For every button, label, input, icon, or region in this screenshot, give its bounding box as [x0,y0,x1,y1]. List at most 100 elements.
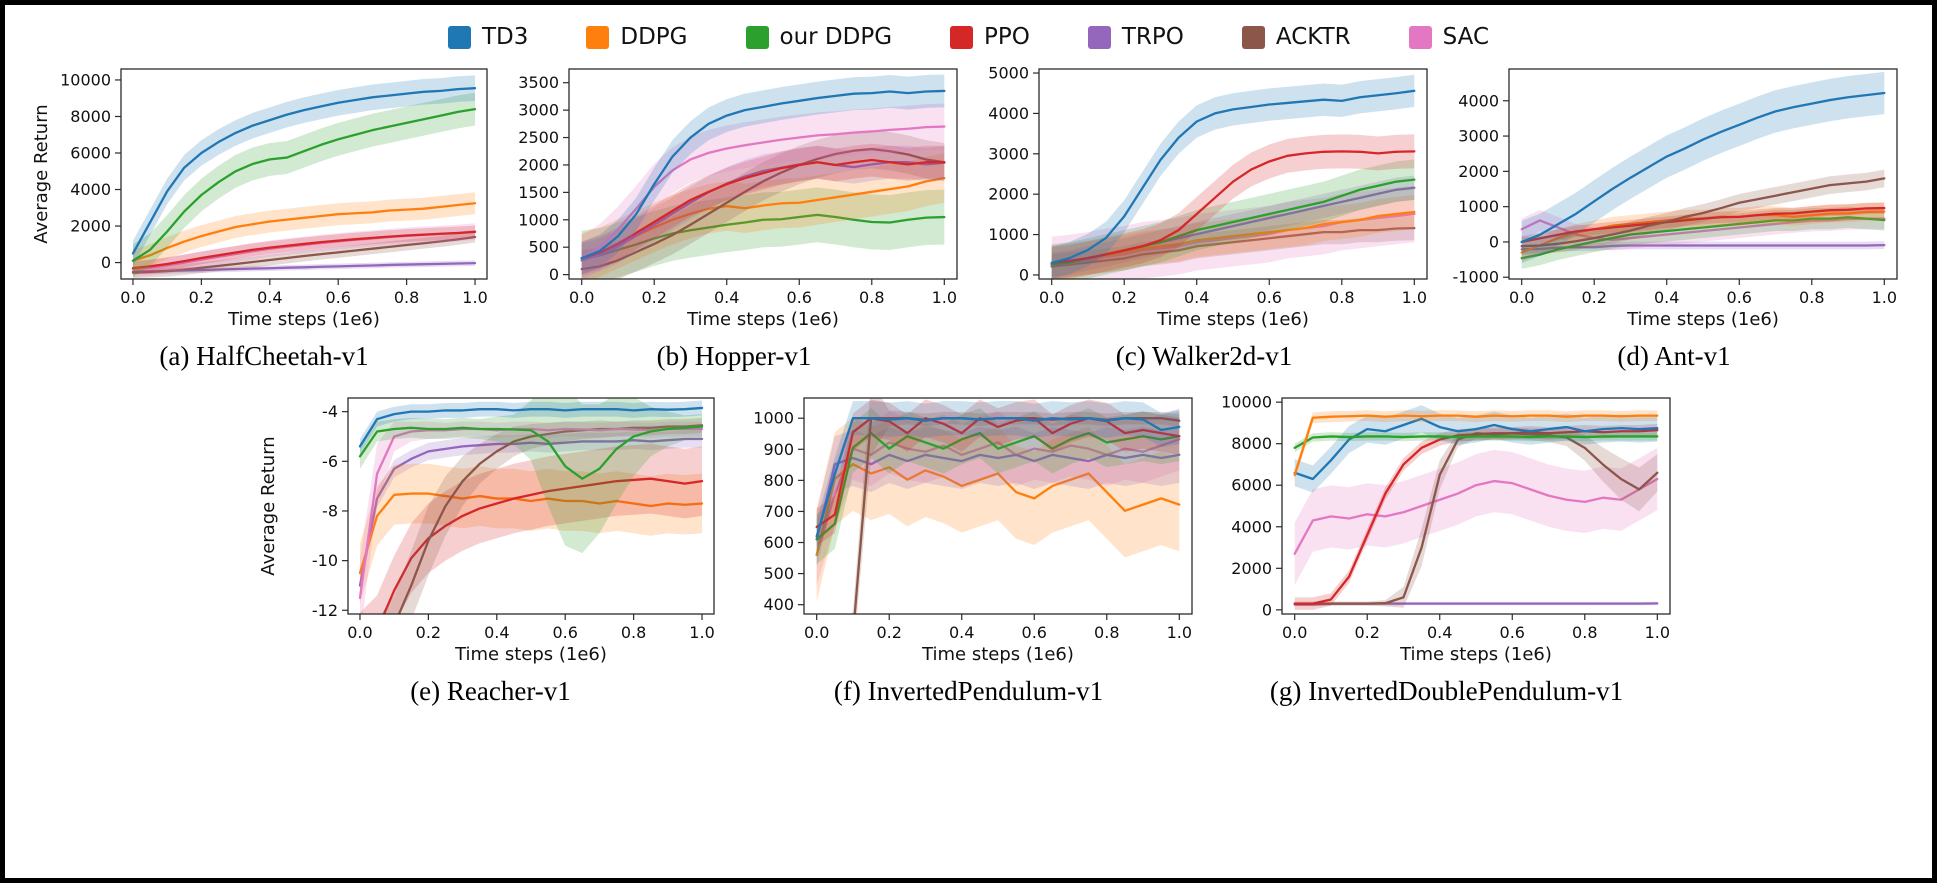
halfcheetah-caption: (a) HalfCheetah-v1 [159,341,369,371]
svg-text:-10: -10 [311,551,337,570]
svg-text:Time steps (1e6): Time steps (1e6) [686,309,839,330]
svg-text:0.0: 0.0 [120,288,145,307]
svg-text:0.2: 0.2 [1111,288,1136,307]
legend-label-sac: SAC [1442,24,1490,50]
svg-text:3000: 3000 [988,144,1029,163]
svg-text:2500: 2500 [518,128,559,147]
svg-text:2000: 2000 [988,185,1029,204]
svg-text:1.0: 1.0 [1402,288,1427,307]
reacher-chart: -12 -10 -8 -6 -4 0.0 0.2 0.4 0.6 0.8 1.0 Time steps… [258,397,714,665]
svg-text:8000: 8000 [70,107,111,126]
chart-panel-ant: -1000 0 1000 2000 3000 4000 0.0 0.2 0.4 0.6 0.8 1.0… [1439,59,1909,372]
svg-text:0.6: 0.6 [1021,623,1046,642]
legend-item-sac: SAC [1408,24,1490,50]
svg-text:0.6: 0.6 [1257,288,1282,307]
svg-text:0.4: 0.4 [1427,623,1452,642]
walker2d-chart: 0 1000 2000 3000 4000 5000 0.0 0.2 0.4 0.6 0.8 1.0 T… [988,64,1428,330]
svg-text:5000: 5000 [988,64,1029,83]
svg-text:4000: 4000 [988,104,1029,123]
svg-text:900: 900 [763,440,794,459]
legend-item-td3: TD3 [447,24,529,50]
svg-text:2000: 2000 [1458,162,1499,181]
td3-color-swatch [447,25,471,49]
svg-text:1.0: 1.0 [689,623,714,642]
chart-panel-reacher: -12 -10 -8 -6 -4 0.0 0.2 0.4 0.6 0.8 1.0 Time steps… [252,388,730,707]
svg-text:2000: 2000 [70,217,111,236]
svg-text:1.0: 1.0 [1644,623,1669,642]
svg-text:0.4: 0.4 [714,288,739,307]
svg-text:0.0: 0.0 [347,623,372,642]
svg-text:4000: 4000 [1458,91,1499,110]
ppo-color-swatch [950,25,974,49]
svg-text:Average Return: Average Return [258,436,279,575]
invertedpendulum-chart: 400 500 600 700 800 900 1000 0.0 0.2 0.4 0.6 0.8 1.0… [753,397,1193,665]
svg-text:0.6: 0.6 [1499,623,1524,642]
ant-chart: -1000 0 1000 2000 3000 4000 0.0 0.2 0.4 0.6 0.8 1.0… [1453,68,1898,330]
svg-text:700: 700 [763,502,794,521]
svg-text:0.4: 0.4 [1184,288,1209,307]
svg-text:0.8: 0.8 [1329,288,1354,307]
svg-text:10000: 10000 [60,70,111,89]
svg-text:0: 0 [1261,600,1271,619]
svg-text:400: 400 [763,595,794,614]
svg-text:0.6: 0.6 [1727,288,1752,307]
legend-item-our-ddpg: our DDPG [745,24,893,50]
svg-text:0.8: 0.8 [1572,623,1597,642]
svg-text:1.0: 1.0 [932,288,957,307]
svg-text:-6: -6 [322,452,338,471]
halfcheetah-chart: 0 2000 4000 6000 8000 10000 0.0 0.2 0.4 0.6 0.8 1.0… [31,68,488,330]
svg-text:6000: 6000 [70,144,111,163]
svg-text:Time steps (1e6): Time steps (1e6) [454,644,607,665]
svg-text:Time steps (1e6): Time steps (1e6) [1156,309,1309,330]
chart-panel-halfcheetah: 0 2000 4000 6000 8000 10000 0.0 0.2 0.4 0.6 0.8 1.0… [29,59,499,372]
svg-text:0.0: 0.0 [1039,288,1064,307]
svg-text:-1000: -1000 [1453,268,1500,287]
svg-text:-8: -8 [322,501,338,520]
trpo-color-swatch [1087,25,1111,49]
svg-text:4000: 4000 [1231,517,1272,536]
invertedpendulum-caption: (f) InvertedPendulum-v1 [833,676,1104,706]
svg-text:0.4: 0.4 [484,623,509,642]
svg-text:500: 500 [763,564,794,583]
legend-label-td3: TD3 [481,24,529,50]
svg-text:10000: 10000 [1221,393,1272,412]
svg-text:0: 0 [1489,232,1499,251]
svg-text:1.0: 1.0 [1872,288,1897,307]
svg-text:600: 600 [763,533,794,552]
svg-text:0.0: 0.0 [803,623,828,642]
svg-text:0.6: 0.6 [325,288,350,307]
svg-text:1.0: 1.0 [462,288,487,307]
svg-text:0.6: 0.6 [552,623,577,642]
svg-text:3000: 3000 [1458,127,1499,146]
svg-text:0.4: 0.4 [1654,288,1679,307]
svg-text:6000: 6000 [1231,476,1272,495]
svg-text:0.8: 0.8 [620,623,645,642]
legend-item-ppo: PPO [950,24,1030,50]
top-chart-row: 0 2000 4000 6000 8000 10000 0.0 0.2 0.4 0.6 0.8 1.0… [5,59,1932,372]
ant-caption: (d) Ant-v1 [1617,341,1731,371]
svg-text:0.0: 0.0 [569,288,594,307]
svg-text:Time steps (1e6): Time steps (1e6) [1626,309,1779,330]
svg-text:3500: 3500 [518,73,559,92]
hopper-caption: (b) Hopper-v1 [656,341,812,371]
svg-text:0.2: 0.2 [1354,623,1379,642]
inverteddoublependulum-caption: (g) InvertedDoublePendulum-v1 [1269,676,1624,706]
legend-label-our-ddpg: our DDPG [779,24,893,50]
legend: TD3 DDPG our DDPG PPO TRPO ACKTR SAC [5,5,1932,57]
svg-text:0.2: 0.2 [1581,288,1606,307]
svg-text:0.8: 0.8 [1094,623,1119,642]
svg-text:Time steps (1e6): Time steps (1e6) [1399,644,1552,665]
svg-text:1000: 1000 [518,210,559,229]
legend-item-acktr: ACKTR [1241,24,1351,50]
legend-label-ppo: PPO [984,24,1030,50]
svg-text:0.2: 0.2 [415,623,440,642]
svg-text:0.6: 0.6 [787,288,812,307]
legend-item-ddpg: DDPG [586,24,688,50]
svg-text:1500: 1500 [518,183,559,202]
inverteddoublependulum-chart: 0 2000 4000 6000 8000 10000 0.0 0.2 0.4 0.6 0.8 1.0… [1221,393,1671,665]
bottom-chart-row: -12 -10 -8 -6 -4 0.0 0.2 0.4 0.6 0.8 1.0 Time steps… [5,388,1932,707]
hopper-chart: 0 500 1000 1500 2000 2500 3000 3500 0.0 0.2 0.4 0.6… [518,68,958,330]
legend-label-ddpg: DDPG [620,24,688,50]
legend-label-trpo: TRPO [1121,24,1184,50]
